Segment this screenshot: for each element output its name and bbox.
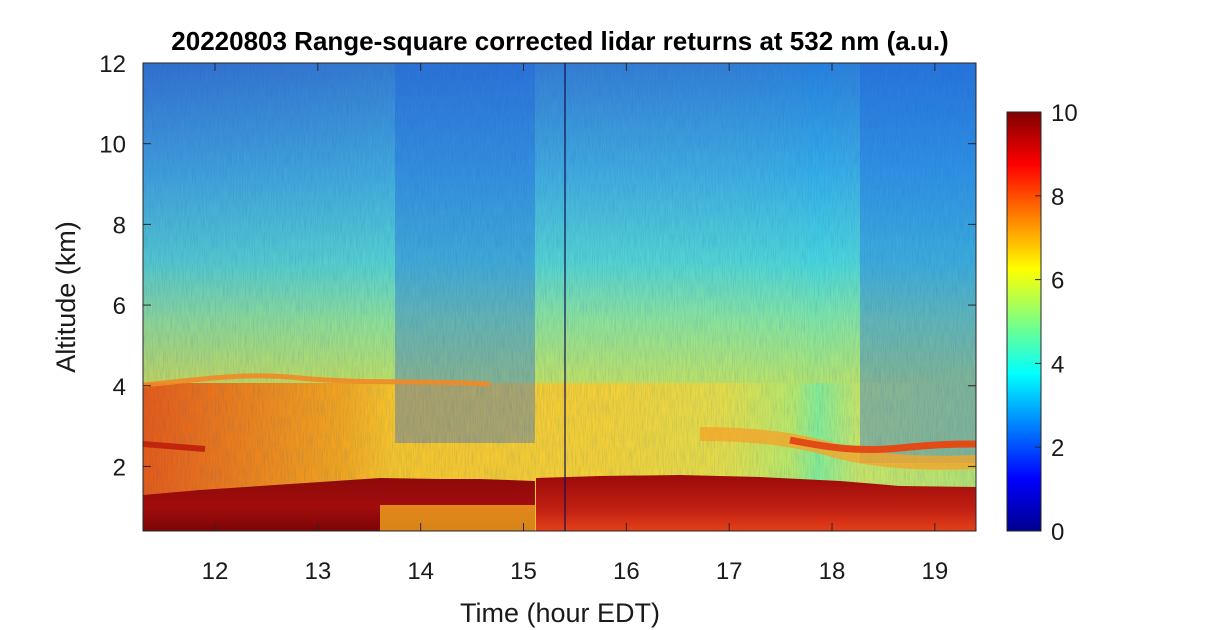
y-tick-label: 12 <box>99 51 126 78</box>
plot-area <box>143 63 976 531</box>
aerosol-layer-evening-core <box>789 436 976 454</box>
colorbar <box>1006 111 1042 532</box>
colorbar-tick-label: 2 <box>1051 435 1064 462</box>
x-axis-label: Time (hour EDT) <box>460 598 660 628</box>
x-tick-label: 12 <box>202 558 229 585</box>
x-tick-label: 18 <box>819 558 846 585</box>
x-tick-label: 16 <box>613 558 640 585</box>
x-tick-label: 13 <box>304 558 331 585</box>
y-tick-label: 2 <box>113 454 126 481</box>
colorbar-tick-label: 10 <box>1051 100 1078 127</box>
aerosol-layer-2-5km <box>143 441 206 452</box>
y-tick-label: 10 <box>99 132 126 159</box>
colorbar-tick-label: 0 <box>1051 519 1064 546</box>
y-tick-label: 4 <box>113 374 126 401</box>
y-tick-label: 6 <box>113 293 126 320</box>
x-axis-ticks: 12 13 14 15 16 17 18 19 <box>202 63 949 585</box>
x-tick-label: 15 <box>510 558 537 585</box>
surface-band <box>380 505 535 531</box>
x-tick-label: 19 <box>922 558 949 585</box>
colorbar-tick-label: 8 <box>1051 184 1064 211</box>
chart-title: 20220803 Range-square corrected lidar re… <box>171 26 948 56</box>
y-tick-label: 8 <box>113 212 126 239</box>
colorbar-tick-label: 6 <box>1051 268 1064 295</box>
aerosol-layer-evening <box>699 427 976 470</box>
aerosol-layer-4km <box>143 373 491 388</box>
colorbar-ticks: 0 2 4 6 8 10 <box>1035 100 1078 546</box>
boundary-layer-right <box>536 475 976 531</box>
plot-frame <box>142 62 977 532</box>
x-tick-label: 17 <box>716 558 743 585</box>
x-tick-label: 14 <box>407 558 434 585</box>
colorbar-tick-label: 4 <box>1051 351 1064 378</box>
y-axis-label: Altitude (km) <box>51 221 81 373</box>
y-axis-ticks: 2 4 6 8 10 12 <box>99 51 976 481</box>
